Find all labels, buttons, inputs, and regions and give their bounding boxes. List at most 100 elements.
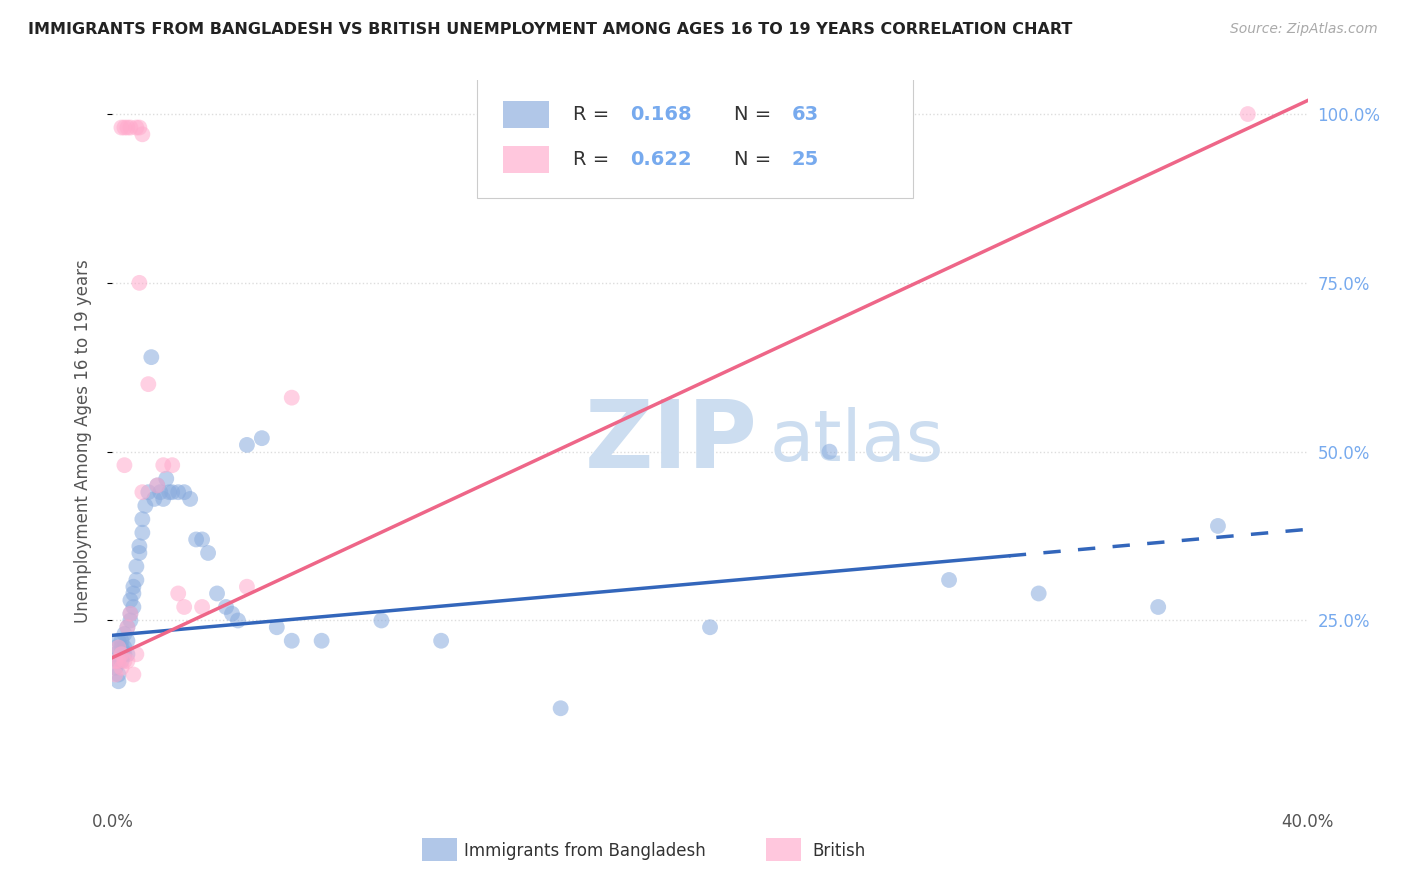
Point — [117, 633, 139, 648]
Point — [120, 614, 142, 628]
Point — [152, 491, 174, 506]
Y-axis label: Unemployment Among Ages 16 to 19 years: Unemployment Among Ages 16 to 19 years — [73, 260, 91, 624]
Point — [430, 633, 453, 648]
Point — [179, 491, 201, 506]
Point — [125, 573, 148, 587]
Point — [110, 633, 132, 648]
Point — [122, 599, 145, 614]
Point — [146, 478, 169, 492]
Text: British: British — [813, 842, 866, 860]
Point — [699, 620, 721, 634]
Point — [122, 586, 145, 600]
Point — [117, 647, 139, 661]
Point — [141, 350, 163, 364]
Point — [167, 586, 190, 600]
Point — [104, 661, 127, 675]
Point — [155, 472, 177, 486]
Point — [550, 701, 572, 715]
Point — [114, 120, 135, 135]
Point — [125, 120, 148, 135]
Point — [114, 647, 135, 661]
Point — [281, 633, 304, 648]
Point — [120, 120, 142, 135]
Point — [281, 391, 304, 405]
Text: R =: R = — [572, 150, 614, 169]
Point — [104, 667, 127, 681]
Text: R =: R = — [572, 104, 614, 124]
Point — [131, 525, 153, 540]
Point — [146, 478, 169, 492]
Point — [370, 614, 392, 628]
Point — [120, 593, 142, 607]
Text: N =: N = — [734, 150, 778, 169]
Point — [125, 647, 148, 661]
Text: Source: ZipAtlas.com: Source: ZipAtlas.com — [1230, 22, 1378, 37]
Text: 0.622: 0.622 — [630, 150, 692, 169]
Text: N =: N = — [734, 104, 778, 124]
Point — [128, 539, 150, 553]
Text: atlas: atlas — [770, 407, 945, 476]
Point — [236, 580, 259, 594]
FancyBboxPatch shape — [503, 146, 548, 173]
Point — [250, 431, 273, 445]
Text: 0.168: 0.168 — [630, 104, 692, 124]
Point — [236, 438, 259, 452]
Point — [266, 620, 288, 634]
FancyBboxPatch shape — [477, 77, 914, 198]
Point — [122, 667, 145, 681]
Text: 25: 25 — [792, 150, 818, 169]
Point — [131, 485, 153, 500]
Point — [162, 458, 183, 472]
Point — [1028, 586, 1050, 600]
Point — [311, 633, 333, 648]
Point — [138, 377, 160, 392]
Point — [143, 491, 166, 506]
Point — [221, 607, 243, 621]
Point — [114, 458, 135, 472]
Point — [131, 128, 153, 142]
Point — [107, 667, 129, 681]
Point — [117, 620, 139, 634]
Point — [131, 512, 153, 526]
Point — [191, 533, 214, 547]
Point — [107, 640, 129, 655]
Point — [186, 533, 208, 547]
Point — [117, 654, 139, 668]
Point — [110, 120, 132, 135]
Text: ZIP: ZIP — [585, 395, 758, 488]
Point — [191, 599, 214, 614]
Point — [938, 573, 960, 587]
Text: IMMIGRANTS FROM BANGLADESH VS BRITISH UNEMPLOYMENT AMONG AGES 16 TO 19 YEARS COR: IMMIGRANTS FROM BANGLADESH VS BRITISH UN… — [28, 22, 1073, 37]
Point — [128, 120, 150, 135]
Point — [104, 640, 127, 655]
Point — [162, 485, 183, 500]
Point — [167, 485, 190, 500]
Point — [125, 559, 148, 574]
Point — [104, 654, 127, 668]
Text: 63: 63 — [792, 104, 818, 124]
Point — [818, 444, 841, 458]
Point — [120, 607, 142, 621]
Point — [215, 599, 238, 614]
Text: Immigrants from Bangladesh: Immigrants from Bangladesh — [464, 842, 706, 860]
FancyBboxPatch shape — [503, 101, 548, 128]
Point — [128, 546, 150, 560]
Point — [205, 586, 228, 600]
Point — [1206, 519, 1229, 533]
Point — [114, 627, 135, 641]
Point — [117, 620, 139, 634]
Point — [134, 499, 156, 513]
Point — [120, 607, 142, 621]
Point — [138, 485, 160, 500]
Point — [128, 276, 150, 290]
Point — [110, 654, 132, 668]
Point — [226, 614, 249, 628]
Point — [107, 674, 129, 689]
Point — [107, 633, 129, 648]
Point — [110, 661, 132, 675]
Point — [114, 654, 135, 668]
Point — [104, 647, 127, 661]
Point — [157, 485, 180, 500]
Point — [107, 654, 129, 668]
Point — [110, 640, 132, 655]
